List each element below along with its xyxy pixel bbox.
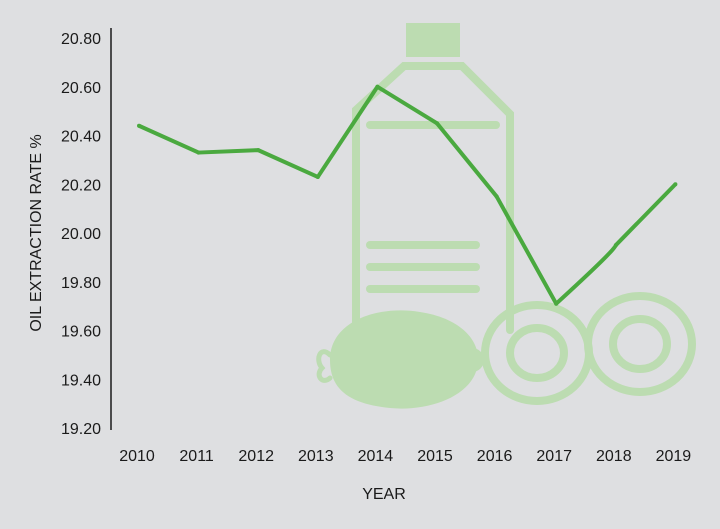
data-point-2015 [435, 121, 439, 126]
data-points [137, 84, 678, 306]
data-point-2013 [315, 174, 320, 179]
series-line [138, 84, 677, 306]
y-tick-label: 19.60 [61, 324, 101, 341]
y-tick-label: 20.20 [61, 177, 101, 194]
x-tick-label: 2019 [656, 448, 692, 465]
data-point-2014 [375, 84, 380, 89]
data-point-2018 [613, 243, 618, 248]
x-tick-label: 2013 [298, 448, 334, 465]
data-point-2010 [137, 123, 141, 128]
y-tick-label: 20.80 [61, 31, 101, 48]
data-point-2016 [494, 194, 499, 199]
oil-bottle-palm-fruit-illustration [316, 23, 696, 409]
y-tick-label: 19.40 [61, 372, 101, 389]
x-tick-label: 2012 [238, 448, 274, 465]
x-tick-label: 2010 [119, 448, 155, 465]
y-tick-label: 20.40 [61, 129, 101, 146]
y-tick-label: 19.80 [61, 275, 101, 292]
data-point-2011 [196, 150, 201, 155]
y-tick-labels: 19.20 19.40 19.60 19.80 20.00 20.20 20.40 20.60… [61, 31, 101, 438]
y-axis-label: OIL EXTRACTION RATE % [28, 134, 45, 331]
y-tick-label: 20.00 [61, 226, 101, 243]
x-tick-label: 2014 [358, 448, 394, 465]
data-point-2019 [673, 182, 678, 187]
y-tick-label: 19.20 [61, 421, 101, 438]
x-tick-label: 2015 [417, 448, 453, 465]
data-point-2012 [256, 148, 261, 153]
x-tick-labels: 2010 2011 2012 2013 2014 2015 2016 2017 2018 2019 [119, 448, 691, 465]
x-tick-label: 2017 [536, 448, 572, 465]
y-tick-label: 20.60 [61, 80, 101, 97]
x-axis-label: YEAR [362, 486, 406, 503]
x-tick-label: 2016 [477, 448, 513, 465]
x-tick-label: 2018 [596, 448, 632, 465]
x-tick-label: 2011 [179, 448, 214, 465]
data-point-2017 [554, 301, 559, 306]
